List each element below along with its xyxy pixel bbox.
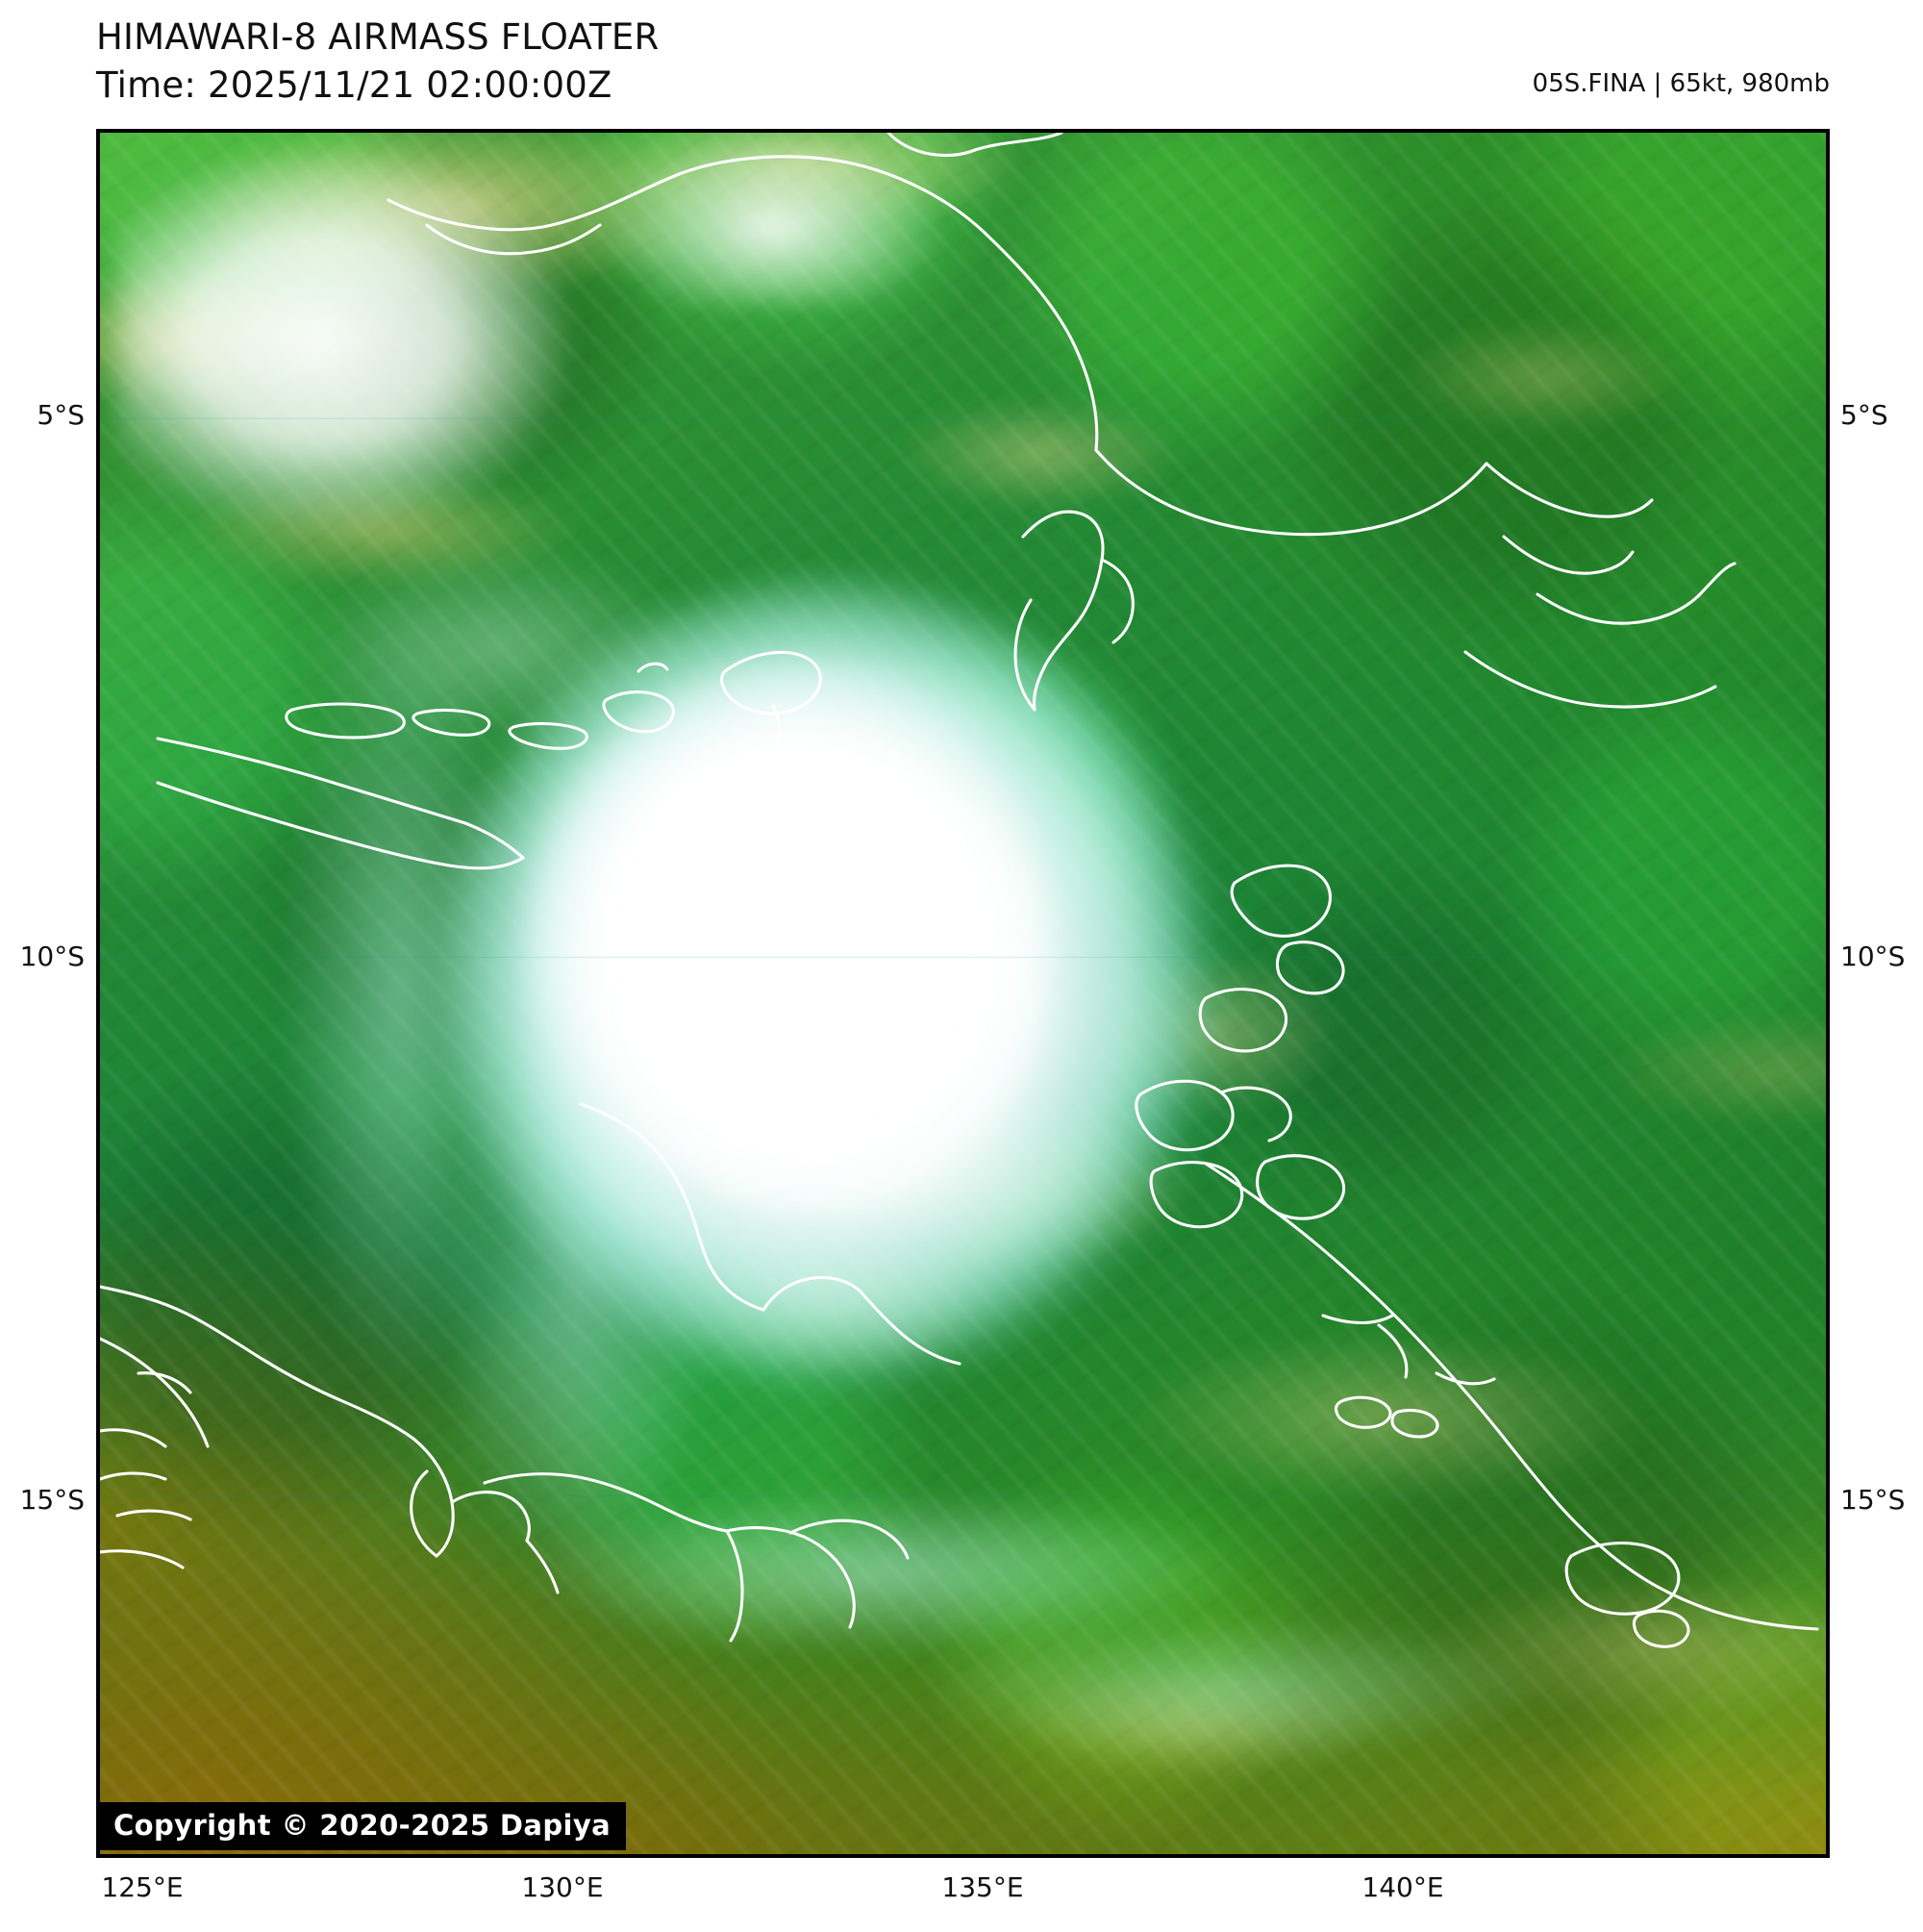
lon-label-125e: 125°E xyxy=(101,1871,184,1903)
lat-label-right-15s: 15°S xyxy=(1840,1484,1906,1516)
satellite-image-panel[interactable]: Copyright © 2020-2025 Dapiya xyxy=(96,129,1830,1858)
timestamp-label: Time: 2025/11/21 02:00:00Z xyxy=(96,64,612,106)
north-cloud-mass xyxy=(600,133,946,305)
graticule-lines xyxy=(100,133,1826,1854)
lon-label-140e: 140°E xyxy=(1361,1871,1444,1903)
coastline-overlay xyxy=(100,133,1819,1648)
lat-label-right-5s: 5°S xyxy=(1840,399,1888,431)
airmass-rgb-imagery xyxy=(100,133,1826,1854)
lat-label-right-10s: 10°S xyxy=(1840,941,1906,972)
lat-label-left-5s: 5°S xyxy=(37,399,85,431)
lon-label-135e: 135°E xyxy=(941,1871,1024,1903)
page-title: HIMAWARI-8 AIRMASS FLOATER xyxy=(96,16,660,58)
lon-label-130e: 130°E xyxy=(521,1871,604,1903)
lat-label-left-15s: 15°S xyxy=(19,1484,85,1516)
cdo-core xyxy=(513,649,1067,1217)
northwest-cloud-mass xyxy=(116,149,566,529)
lat-label-left-10s: 10°S xyxy=(19,941,85,972)
storm-info-label: 05S.FINA | 65kt, 980mb xyxy=(1532,69,1830,98)
copyright-banner: Copyright © 2020-2025 Dapiya xyxy=(100,1802,627,1850)
